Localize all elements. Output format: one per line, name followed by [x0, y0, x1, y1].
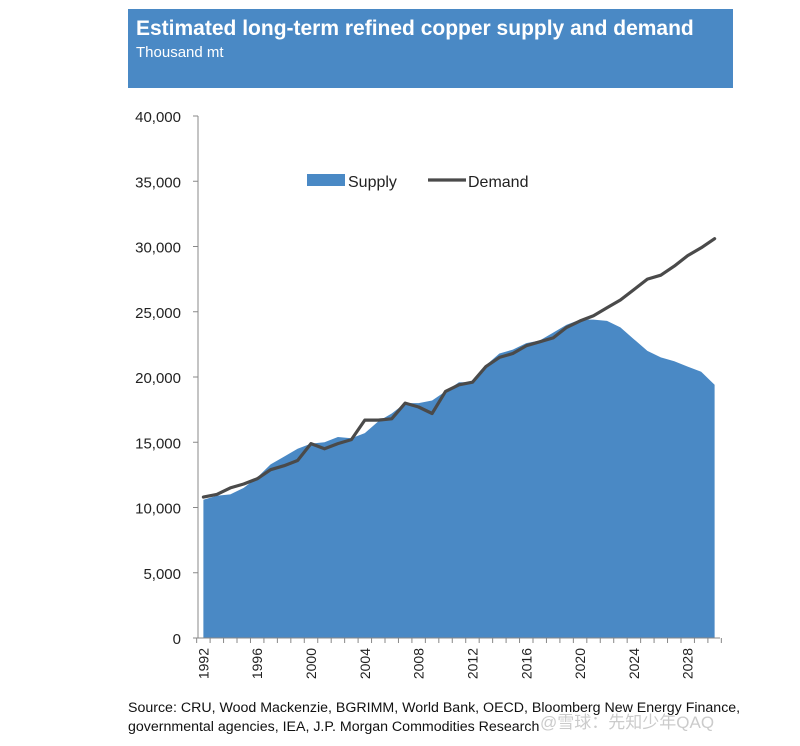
y-tick-label: 0 [173, 631, 181, 648]
watermark: @雪球：先知少年QAQ [540, 713, 715, 732]
y-tick-label: 25,000 [135, 305, 181, 322]
x-tick-label: 2004 [357, 648, 373, 679]
x-tick-label: 2020 [572, 648, 588, 679]
y-tick-label: 30,000 [135, 240, 181, 257]
chart-title: Estimated long-term refined copper suppl… [136, 17, 694, 40]
x-tick-label: 2012 [464, 648, 480, 679]
y-tick-label: 10,000 [135, 501, 181, 518]
legend-swatch-supply [307, 174, 345, 186]
x-tick-label: 2008 [411, 648, 427, 679]
legend-label-supply: Supply [348, 174, 397, 191]
y-tick-label: 35,000 [135, 174, 181, 191]
supply-area [203, 319, 715, 638]
x-tick-label: 1996 [249, 648, 265, 679]
supply-area-layer [203, 319, 715, 638]
chart-subtitle: Thousand mt [136, 44, 224, 61]
y-tick-label: 40,000 [135, 109, 181, 126]
y-tick-label: 15,000 [135, 435, 181, 452]
demand-line [201, 237, 717, 499]
x-tick-label: 2000 [303, 648, 319, 679]
x-tick-label: 2028 [680, 648, 696, 679]
y-tick-label: 5,000 [143, 566, 181, 583]
x-tick-label: 2016 [518, 648, 534, 679]
legend: Supply Demand [307, 174, 528, 191]
y-tick-label: 20,000 [135, 370, 181, 387]
axes: 0 5,000 10,000 15,000 20,000 25,000 30,000 35,0… [135, 109, 722, 679]
source-note: Source: CRU, Wood Mackenzie, BGRIMM, Wor… [128, 699, 740, 737]
legend-label-demand: Demand [468, 174, 528, 191]
chart-title-band: Estimated long-term refined copper suppl… [128, 9, 733, 88]
source-line-1: Source: CRU, Wood Mackenzie, BGRIMM, Wor… [128, 700, 741, 716]
demand-line-layer [201, 237, 717, 499]
x-tick-label: 1992 [195, 648, 211, 679]
x-tick-label: 2024 [626, 648, 642, 679]
source-line-2: governmental agencies, IEA, J.P. Morgan … [128, 719, 540, 735]
